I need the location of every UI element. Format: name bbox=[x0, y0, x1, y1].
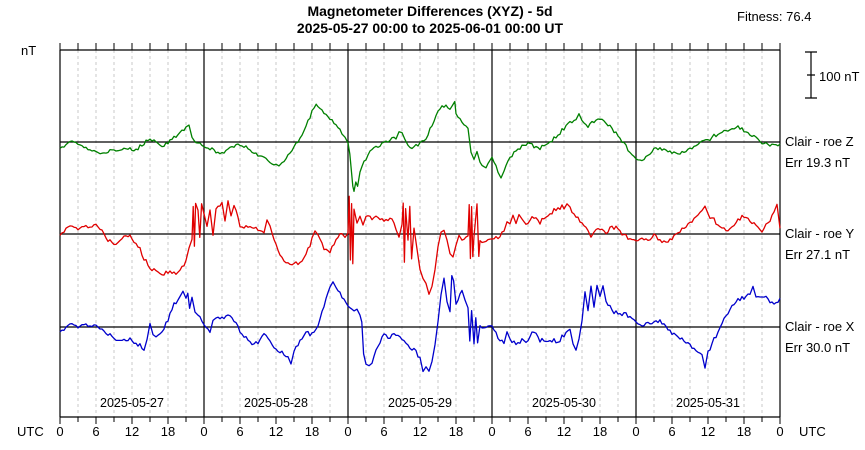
hour-tick-label: 18 bbox=[304, 424, 320, 439]
hour-tick-label: 12 bbox=[124, 424, 140, 439]
hour-tick-label: 6 bbox=[92, 424, 100, 439]
y-axis-unit-label: nT bbox=[21, 43, 37, 58]
hour-tick-label: 12 bbox=[700, 424, 716, 439]
chart-title: Magnetometer Differences (XYZ) - 5d bbox=[307, 3, 553, 19]
hour-tick-label: 0 bbox=[632, 424, 640, 439]
component-baselines bbox=[60, 141, 780, 328]
date-label: 2025-05-30 bbox=[532, 396, 596, 410]
hour-tick-label: 0 bbox=[776, 424, 784, 439]
hour-tick-label: 12 bbox=[412, 424, 428, 439]
hour-tick-label: 6 bbox=[236, 424, 244, 439]
hour-tick-label: 0 bbox=[56, 424, 64, 439]
series-error-label-z: Err 19.3 nT bbox=[785, 155, 851, 170]
series-label-x: Clair - roe X bbox=[785, 319, 855, 334]
x-axis-unit-left: UTC bbox=[17, 424, 44, 439]
fitness-readout: Fitness: 76.4 bbox=[737, 9, 812, 24]
date-label: 2025-05-29 bbox=[388, 396, 452, 410]
hour-tick-label: 12 bbox=[268, 424, 284, 439]
scale-bar bbox=[805, 51, 817, 99]
hour-tick-label: 18 bbox=[160, 424, 176, 439]
trace-x bbox=[59, 274, 781, 373]
x-axis-unit-right: UTC bbox=[799, 424, 826, 439]
trace-y bbox=[59, 195, 781, 295]
series-label-z: Clair - roe Z bbox=[785, 134, 854, 149]
hour-tick-label: 18 bbox=[736, 424, 752, 439]
axis-tick-marks bbox=[59, 43, 781, 424]
series-label-y: Clair - roe Y bbox=[785, 226, 855, 241]
date-label: 2025-05-28 bbox=[244, 396, 308, 410]
hour-tick-label: 6 bbox=[524, 424, 532, 439]
hour-tick-label: 18 bbox=[448, 424, 464, 439]
chart-subtitle: 2025-05-27 00:00 to 2025-06-01 00:00 UT bbox=[296, 20, 564, 36]
hour-tick-label: 6 bbox=[668, 424, 676, 439]
hour-tick-label: 0 bbox=[344, 424, 352, 439]
hour-tick-label: 0 bbox=[200, 424, 208, 439]
date-label: 2025-05-27 bbox=[100, 396, 164, 410]
series-error-label-x: Err 30.0 nT bbox=[785, 340, 851, 355]
hour-tick-label: 12 bbox=[556, 424, 572, 439]
scale-bar-label: 100 nT bbox=[819, 69, 860, 84]
date-label: 2025-05-31 bbox=[676, 396, 740, 410]
hour-tick-label: 18 bbox=[592, 424, 608, 439]
hour-tick-label: 6 bbox=[380, 424, 388, 439]
hour-tick-label: 0 bbox=[488, 424, 496, 439]
trace-z bbox=[59, 100, 781, 193]
series-error-label-y: Err 27.1 nT bbox=[785, 247, 851, 262]
